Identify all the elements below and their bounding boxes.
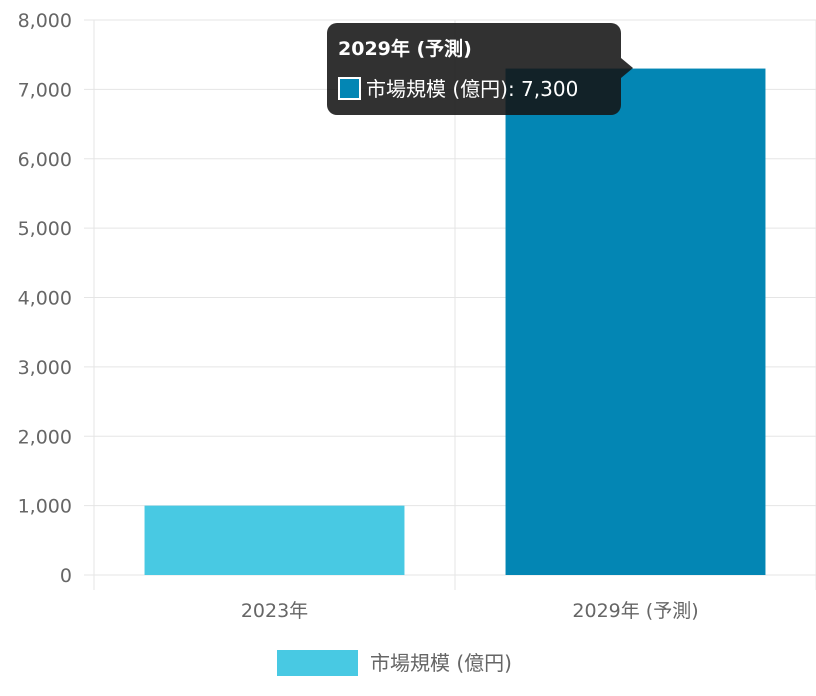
legend-swatch[interactable] (277, 650, 358, 676)
y-tick-label: 7,000 (18, 79, 72, 101)
legend-label[interactable]: 市場規模 (億円) (370, 651, 512, 675)
y-tick-label: 1,000 (18, 496, 72, 518)
tooltip-swatch (338, 77, 361, 100)
y-tick-label: 2,000 (18, 426, 72, 448)
y-tick-label: 4,000 (18, 288, 72, 310)
tooltip-body: 市場規模 (億円): 7,300 (366, 77, 578, 101)
x-tick-label: 2023年 (241, 600, 308, 622)
x-axis-ticks: 2023年 2029年 (予測) (241, 600, 699, 622)
tooltip-caret (621, 58, 633, 78)
y-tick-label: 0 (60, 565, 72, 587)
y-axis-ticks: 0 1,000 2,000 3,000 4,000 5,000 6,000 7,000 8,00… (18, 10, 72, 587)
x-tick-label: 2029年 (予測) (572, 600, 698, 622)
y-tick-label: 3,000 (18, 357, 72, 379)
tooltip-title: 2029年 (予測) (338, 37, 472, 60)
y-tick-label: 8,000 (18, 10, 72, 32)
bar[interactable] (505, 68, 766, 575)
legend[interactable]: 市場規模 (億円) (277, 650, 512, 676)
tooltip-background (327, 23, 621, 115)
y-tick-label: 6,000 (18, 149, 72, 171)
tooltip: 2029年 (予測) 市場規模 (億円): 7,300 (327, 23, 633, 115)
y-tick-label: 5,000 (18, 218, 72, 240)
bars (144, 68, 766, 575)
bar[interactable] (144, 505, 405, 575)
